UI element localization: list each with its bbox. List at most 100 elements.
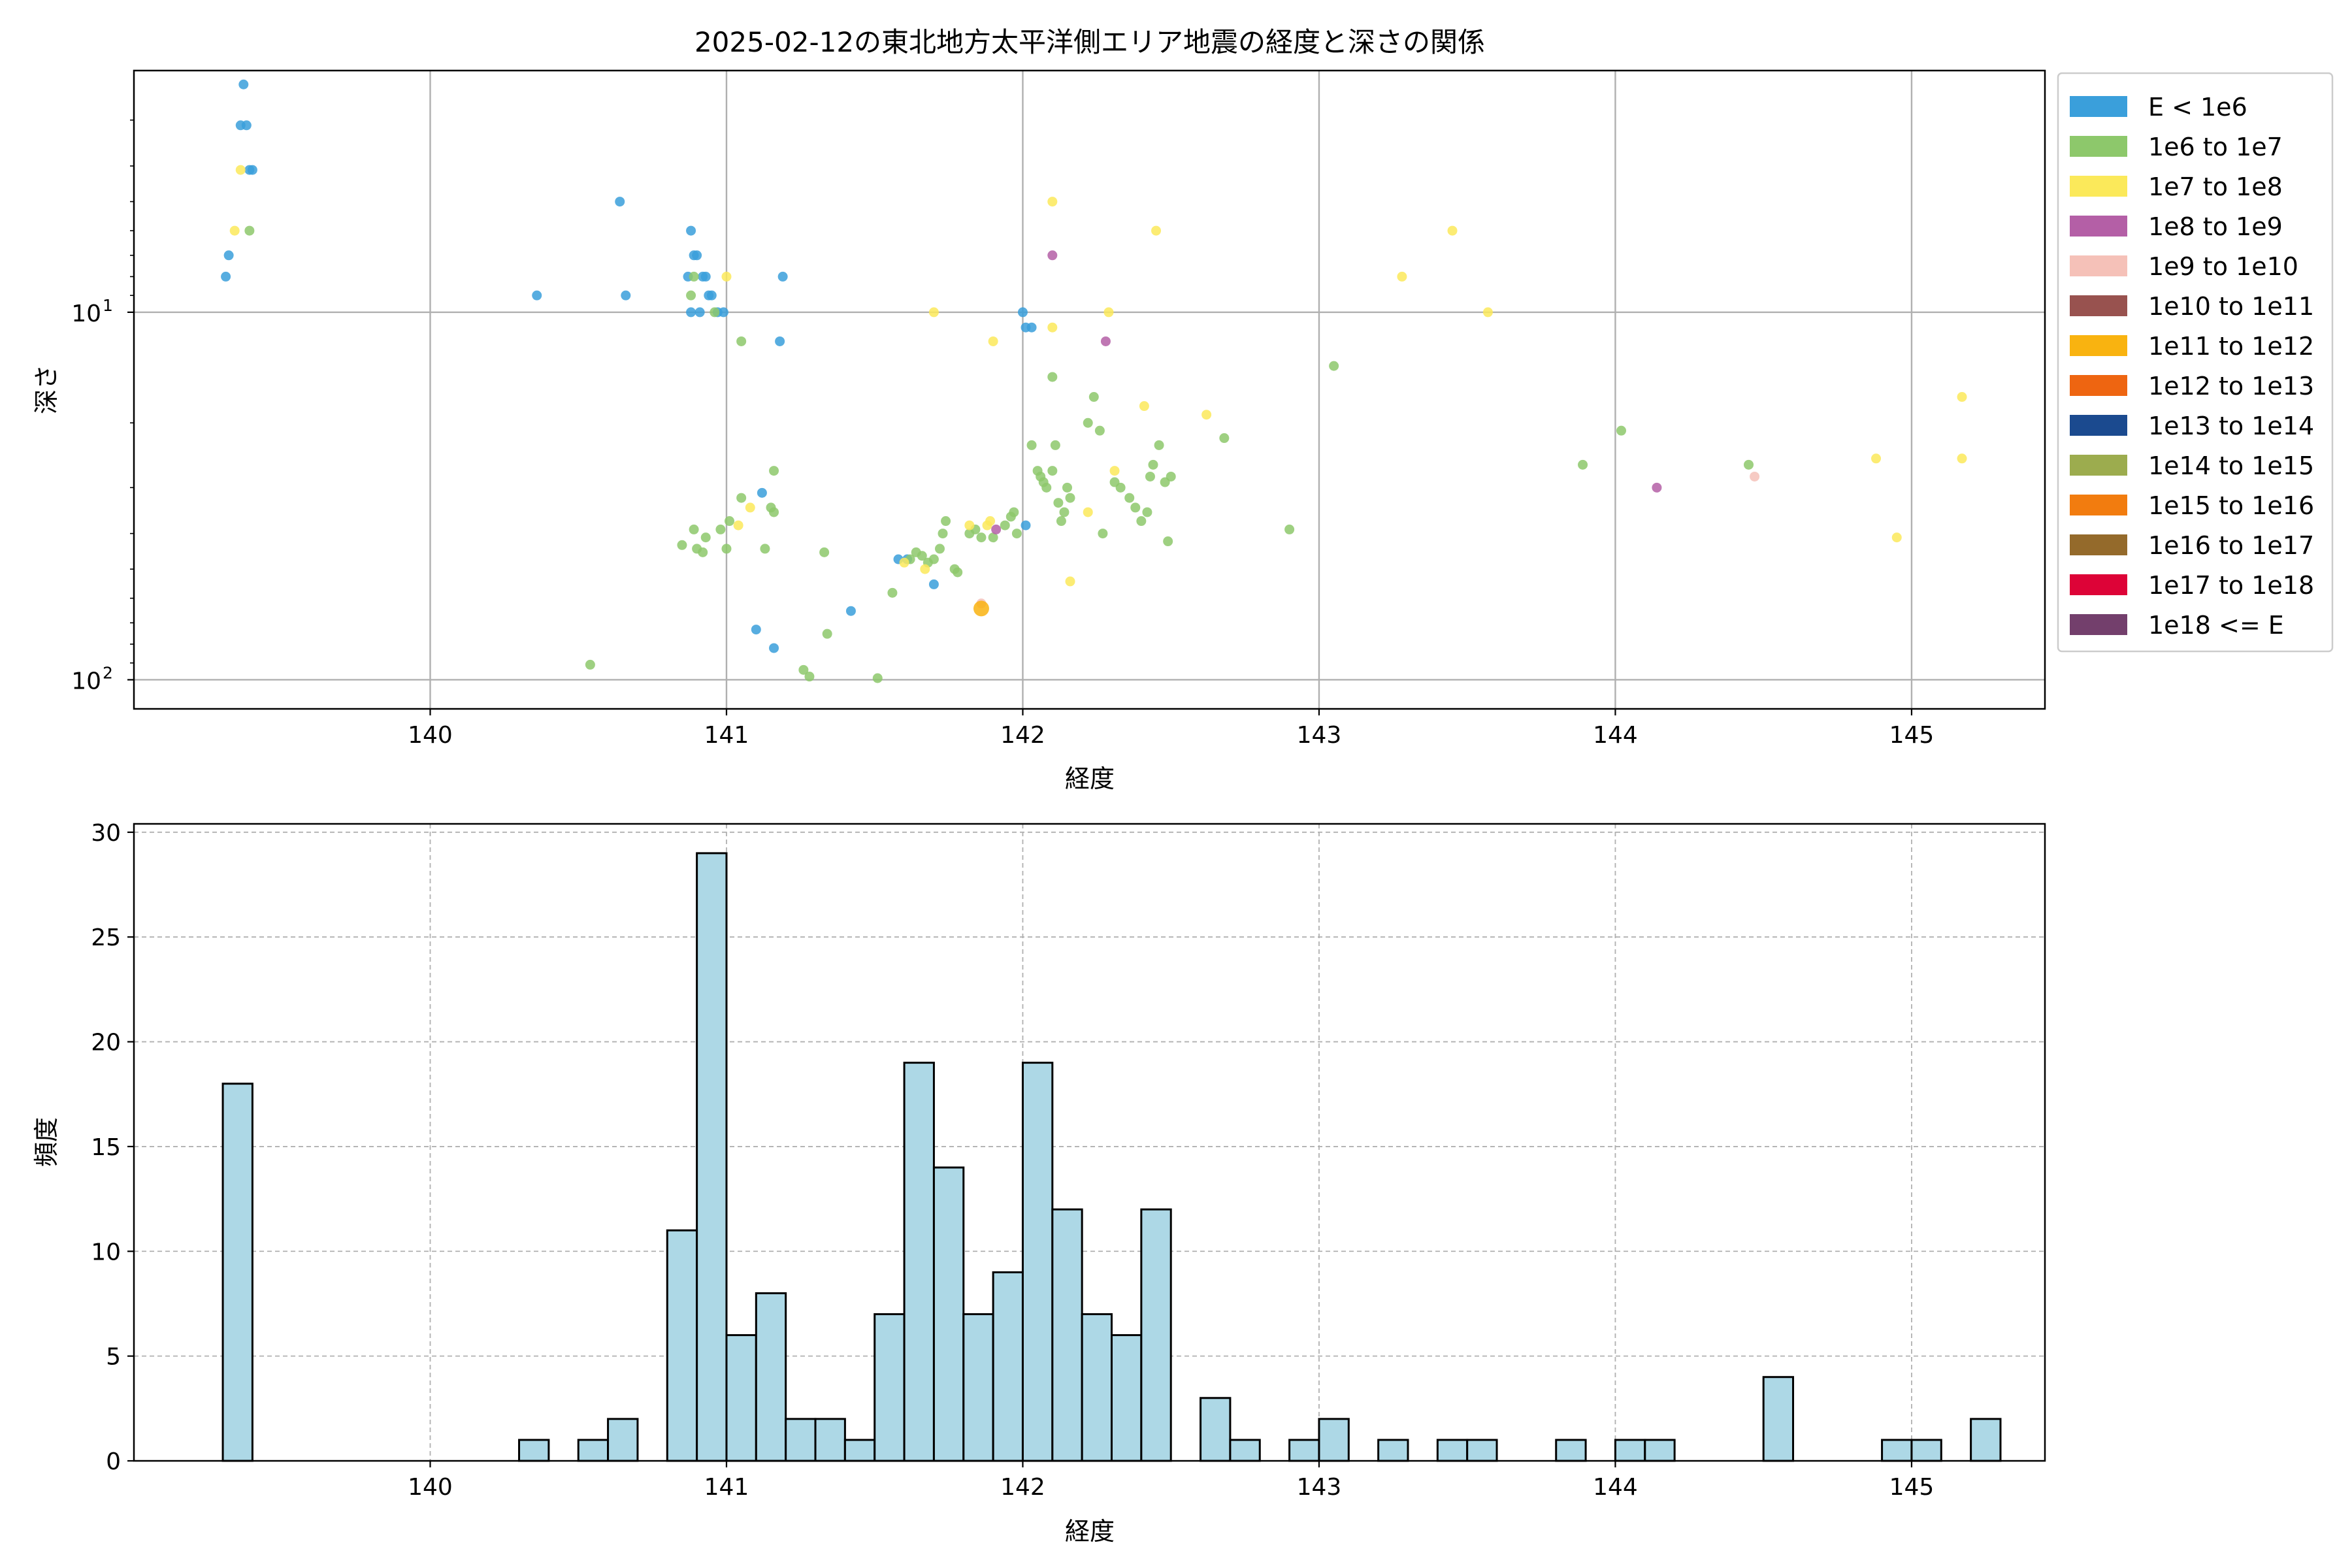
scatter-point — [698, 547, 708, 557]
scatter-point — [1041, 482, 1052, 493]
scatter-point — [941, 516, 951, 527]
scatter-point — [1083, 507, 1093, 517]
histogram-bar — [1200, 1397, 1232, 1462]
scatter-point — [229, 225, 240, 236]
scatter-point — [710, 307, 720, 318]
histogram-bar — [1910, 1439, 1942, 1462]
histogram-bar — [1081, 1313, 1113, 1462]
scatter-point — [1136, 516, 1147, 527]
histogram: 140 141 142 143 144 145 0 5 10 15 20 25 30 経度 頻度 — [32, 820, 2046, 1546]
scatter-x-tick-label: 140 — [408, 722, 453, 749]
scatter-points — [221, 79, 1967, 683]
legend-swatch — [2070, 574, 2127, 595]
histogram-bar — [1377, 1439, 1409, 1462]
scatter-y-axis-label: 深さ — [32, 365, 61, 414]
histogram-bar — [221, 1083, 253, 1462]
scatter-point — [757, 487, 767, 498]
legend-label: 1e15 to 1e16 — [2148, 491, 2314, 520]
scatter-point — [221, 271, 231, 282]
scatter-point — [1062, 482, 1072, 493]
legend-swatch — [2070, 375, 2127, 396]
scatter-point — [769, 466, 779, 476]
histogram-y-tick-label: 20 — [91, 1030, 121, 1056]
histogram-x-tick-label: 142 — [1000, 1474, 1045, 1501]
scatter-point — [899, 557, 909, 568]
scatter-point — [1021, 520, 1031, 531]
legend-swatch — [2070, 216, 2127, 237]
histogram-y-tick-label: 30 — [91, 820, 121, 847]
scatter-point — [1047, 250, 1058, 261]
histogram-bar — [1881, 1439, 1913, 1462]
scatter-point — [872, 673, 883, 683]
legend: E < 1e6 1e6 to 1e7 1e7 to 1e8 1e8 to 1e9 1e9… — [2057, 72, 2334, 653]
scatter-point — [1166, 471, 1176, 482]
histogram-x-tick-label: 145 — [1889, 1474, 1935, 1501]
scatter-point — [235, 165, 246, 175]
scatter-point — [1891, 532, 1902, 543]
scatter-point — [1026, 322, 1037, 333]
histogram-bar — [785, 1418, 817, 1462]
histogram-bar — [1111, 1334, 1143, 1462]
scatter-point — [1017, 307, 1028, 318]
scatter-y-tick-label: 10 — [71, 301, 101, 327]
histogram-x-ticks: 140 141 142 143 144 145 — [408, 1461, 1934, 1501]
scatter-point — [615, 197, 625, 207]
scatter-point — [822, 629, 832, 639]
scatter-point — [1009, 507, 1019, 517]
histogram-bar — [1229, 1439, 1261, 1462]
scatter-point — [694, 307, 705, 318]
histogram-bar — [1555, 1439, 1587, 1462]
scatter-point — [736, 336, 747, 346]
legend-label: 1e8 to 1e9 — [2148, 212, 2283, 241]
scatter-point — [928, 554, 939, 564]
scatter-point — [988, 532, 998, 543]
scatter-point — [1047, 197, 1058, 207]
scatter-point — [677, 540, 687, 550]
scatter-point — [1957, 392, 1967, 402]
scatter-point — [804, 672, 815, 682]
scatter-point — [1050, 440, 1060, 450]
scatter-point — [733, 520, 743, 531]
histogram-bar — [814, 1418, 846, 1462]
scatter-point — [1109, 466, 1120, 476]
scatter-point — [725, 516, 735, 527]
scatter-point — [1744, 459, 1754, 470]
scatter-point — [1871, 453, 1882, 464]
legend-swatch — [2070, 335, 2127, 356]
histogram-bar — [1318, 1418, 1350, 1462]
histogram-x-tick-label: 141 — [704, 1474, 749, 1501]
histogram-bar — [1051, 1208, 1083, 1462]
scatter-x-tick-label: 144 — [1593, 722, 1638, 749]
histogram-bar — [1614, 1439, 1646, 1462]
histogram-bar — [607, 1418, 639, 1462]
scatter-point — [1482, 307, 1493, 318]
scatter-point — [700, 271, 711, 282]
legend-swatch — [2070, 495, 2127, 515]
scatter-point — [686, 290, 696, 301]
scatter-point — [1616, 425, 1627, 436]
scatter-point — [845, 606, 856, 616]
scatter-point — [1284, 524, 1295, 534]
scatter-point — [1000, 520, 1010, 531]
scatter-x-tick-label: 145 — [1889, 722, 1935, 749]
scatter-point — [700, 532, 711, 543]
legend-swatch — [2070, 295, 2127, 316]
scatter-point — [928, 579, 939, 589]
histogram-bar — [1466, 1439, 1498, 1462]
scatter-point — [1219, 433, 1230, 444]
scatter-y-tick-label: 10 — [71, 668, 101, 694]
histogram-y-tick-label: 25 — [91, 924, 121, 951]
scatter-point — [976, 532, 987, 543]
histogram-bar — [1288, 1439, 1320, 1462]
histogram-x-tick-label: 143 — [1297, 1474, 1342, 1501]
scatter-point — [751, 625, 761, 635]
scatter-point — [1148, 459, 1158, 470]
histogram-bar — [666, 1229, 698, 1462]
legend-label: 1e6 to 1e7 — [2148, 133, 2283, 161]
scatter-point — [1163, 536, 1173, 547]
legend-label: 1e17 to 1e18 — [2148, 571, 2314, 600]
histogram-bar — [1644, 1439, 1676, 1462]
histogram-bar — [843, 1439, 876, 1462]
histogram-x-axis-label: 経度 — [1065, 1517, 1115, 1546]
scatter-point — [745, 502, 755, 513]
